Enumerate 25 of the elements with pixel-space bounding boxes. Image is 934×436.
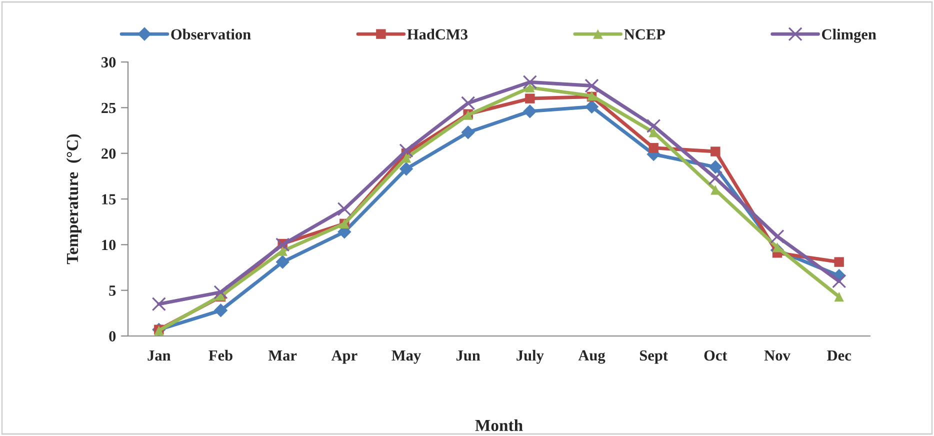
x-tick-label: Mar — [268, 350, 297, 361]
x-tick-label: May — [392, 350, 421, 364]
x-tick-label: Oct — [704, 350, 728, 361]
legend-label: HadCM3 — [407, 28, 468, 40]
x-tick-label: Sept — [640, 350, 668, 364]
y-tick-label: 10 — [102, 240, 116, 250]
y-tick-label: 30 — [101, 57, 116, 68]
legend-label: Climgen — [822, 28, 876, 43]
legend-label: Observation — [171, 28, 251, 40]
y-tick-label: 20 — [102, 148, 116, 159]
x-tick-label: Jun — [456, 350, 480, 361]
x-tick-label: Nov — [764, 350, 790, 361]
legend-label: NCEP — [624, 29, 666, 40]
x-tick-label: Aug — [578, 350, 606, 364]
y-tick-label: 5 — [109, 286, 116, 296]
x-tick-label: Feb — [208, 350, 232, 361]
x-tick-label: Jan — [148, 350, 171, 361]
x-axis-title: Month — [475, 419, 523, 432]
x-tick-label: July — [516, 350, 544, 364]
y-tick-label: 25 — [102, 102, 116, 114]
y-tick-label: 0 — [109, 331, 116, 342]
y-tick-label: 15 — [102, 194, 116, 204]
x-tick-label: Apr — [331, 350, 358, 364]
y-axis-title: Temperature (°C) — [66, 134, 82, 264]
x-tick-label: Dec — [827, 350, 851, 361]
